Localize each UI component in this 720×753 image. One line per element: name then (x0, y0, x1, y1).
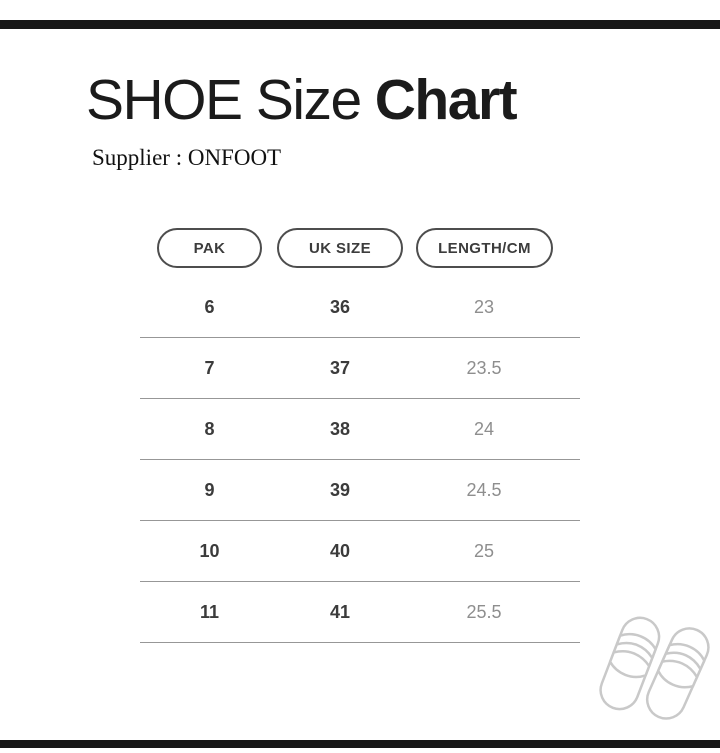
table-row: 9 39 24.5 (140, 460, 580, 521)
length-cm-value: 24.5 (466, 479, 502, 500)
table-row: 7 37 23.5 (140, 338, 580, 399)
length-cm-value: 24 (473, 418, 495, 439)
uk-size-value: 37 (329, 357, 351, 378)
uk-size-value: 39 (329, 479, 351, 500)
pak-size-value: 8 (204, 418, 215, 439)
slippers-icon (599, 616, 710, 720)
uk-size-value: 36 (329, 296, 351, 317)
pak-size-value: 6 (204, 296, 215, 317)
pak-size-value: 7 (204, 357, 215, 378)
size-table: PAK UK SIZE LENGTH/CM 6 36 23 7 37 23.5 … (140, 228, 580, 643)
length-cm-value: 25.5 (466, 601, 502, 622)
uk-size-value: 38 (329, 418, 351, 439)
length-cm-value: 23.5 (466, 357, 502, 378)
table-row: 10 40 25 (140, 521, 580, 582)
pak-size-value: 10 (199, 540, 220, 561)
supplier-label: Supplier : ONFOOT (92, 145, 282, 170)
page-title-bold: Chart (374, 68, 518, 132)
size-table-header-row: PAK UK SIZE LENGTH/CM (140, 228, 580, 268)
column-header-pak: PAK (157, 228, 262, 268)
top-border-bar (0, 20, 720, 29)
column-header-uk-size: UK SIZE (277, 228, 403, 268)
size-table-body: 6 36 23 7 37 23.5 8 38 24 9 39 24.5 10 4 (140, 277, 580, 643)
uk-size-value: 40 (329, 540, 351, 561)
table-row: 8 38 24 (140, 399, 580, 460)
column-header-length-cm: LENGTH/CM (416, 228, 553, 268)
length-cm-value: 23 (473, 296, 495, 317)
page-title-regular: SHOE Size (86, 68, 362, 132)
length-cm-value: 25 (473, 540, 495, 561)
table-row: 6 36 23 (140, 277, 580, 338)
uk-size-value: 41 (329, 601, 351, 622)
bottom-border-bar (0, 740, 720, 748)
pak-size-value: 9 (204, 479, 215, 500)
page-title: SHOE Size Chart (86, 68, 518, 134)
pak-size-value: 11 (199, 601, 220, 622)
table-row: 11 41 25.5 (140, 582, 580, 643)
